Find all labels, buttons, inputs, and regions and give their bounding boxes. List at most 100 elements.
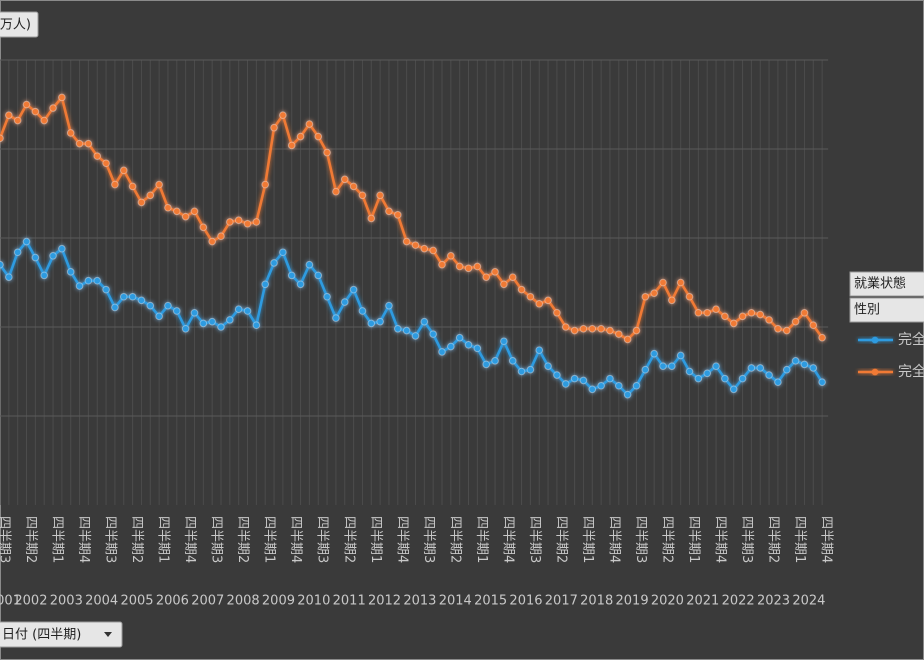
field-button[interactable] <box>849 271 924 297</box>
data-point <box>500 280 508 289</box>
data-point <box>270 259 278 267</box>
data-point <box>40 271 49 280</box>
legend-item <box>858 368 893 376</box>
data-point <box>491 357 499 365</box>
data-point <box>623 390 632 399</box>
data-point <box>455 262 464 271</box>
x-tick-label: 四半期1 <box>474 516 489 563</box>
x-tick-label: 四半期4 <box>500 516 515 563</box>
data-point <box>181 324 190 333</box>
x-group-label: 2008 <box>227 594 260 609</box>
data-point <box>111 303 119 312</box>
series <box>0 237 826 399</box>
data-point <box>623 335 632 344</box>
x-group-label: 2022 <box>722 594 755 609</box>
x-tick-label: 四半期1 <box>156 516 171 563</box>
x-group-label: 2002 <box>14 594 47 609</box>
data-point <box>517 285 526 294</box>
x-tick-label: 四半期2 <box>660 516 675 563</box>
data-point <box>323 292 331 301</box>
data-point <box>155 312 163 321</box>
data-point <box>287 271 296 280</box>
data-point <box>199 319 208 328</box>
data-point <box>482 360 491 369</box>
data-point <box>791 317 800 326</box>
x-tick-label: 四半期1 <box>368 516 383 563</box>
data-point <box>226 316 234 324</box>
data-point <box>473 262 482 271</box>
data-point <box>199 223 208 232</box>
data-point <box>40 116 49 125</box>
data-point <box>774 324 782 333</box>
x-tick-label: 四半期3 <box>0 516 12 563</box>
data-point <box>809 364 818 372</box>
data-point <box>75 139 84 148</box>
data-point <box>279 111 287 119</box>
data-point <box>128 182 137 191</box>
data-point <box>774 378 782 386</box>
data-point <box>765 316 773 324</box>
data-point <box>526 292 535 301</box>
data-point <box>181 212 190 221</box>
data-point <box>394 324 402 333</box>
data-point <box>473 344 482 353</box>
x-tick-label: 四半期4 <box>288 516 303 563</box>
field-button[interactable] <box>849 297 924 323</box>
data-point <box>570 326 579 335</box>
data-point <box>164 301 172 310</box>
data-point <box>49 104 57 112</box>
data-point <box>349 285 358 294</box>
data-point <box>119 166 128 175</box>
x-group-label: 2014 <box>439 594 472 609</box>
data-point <box>93 152 102 160</box>
x-tick-label: 四半期4 <box>606 516 621 563</box>
data-point <box>243 307 252 315</box>
x-tick-label: 四半期3 <box>633 516 648 563</box>
data-point <box>243 219 252 228</box>
data-point <box>544 296 552 305</box>
data-point <box>685 292 694 301</box>
x-tick-label: 四半期3 <box>103 516 118 563</box>
data-point <box>615 381 623 390</box>
field-label: 就業状態 <box>854 276 906 292</box>
data-point <box>22 100 31 109</box>
data-point <box>738 312 747 321</box>
data-point <box>102 285 110 294</box>
data-point <box>597 381 605 390</box>
data-point <box>447 252 455 260</box>
data-point <box>782 326 791 335</box>
legend-label: 完全失業者 男 <box>898 363 924 380</box>
data-point <box>491 268 499 276</box>
data-point <box>173 207 181 216</box>
data-point <box>641 292 650 301</box>
data-point <box>712 362 720 370</box>
data-point <box>394 211 402 219</box>
data-point <box>0 260 4 269</box>
data-point <box>738 374 747 383</box>
data-point <box>5 273 13 281</box>
unit-button[interactable] <box>0 11 39 38</box>
data-point <box>111 180 119 189</box>
data-point <box>93 276 102 285</box>
data-point <box>31 253 40 262</box>
data-point <box>49 252 57 260</box>
data-point <box>659 362 667 370</box>
data-point <box>561 323 570 331</box>
series-line <box>0 96 824 341</box>
series-line <box>0 240 824 396</box>
data-point <box>155 180 163 189</box>
data-point <box>597 324 605 333</box>
data-point <box>553 371 561 379</box>
data-point <box>756 310 765 319</box>
data-point <box>606 374 614 383</box>
legend-label: 完全失業者 女 <box>898 331 924 348</box>
data-point <box>349 182 358 191</box>
data-point <box>252 321 261 330</box>
data-point <box>588 324 597 333</box>
data-point <box>376 191 384 200</box>
axis-field-button[interactable] <box>0 621 123 648</box>
data-point <box>526 365 535 374</box>
data-point <box>703 369 712 378</box>
data-point <box>455 333 464 342</box>
